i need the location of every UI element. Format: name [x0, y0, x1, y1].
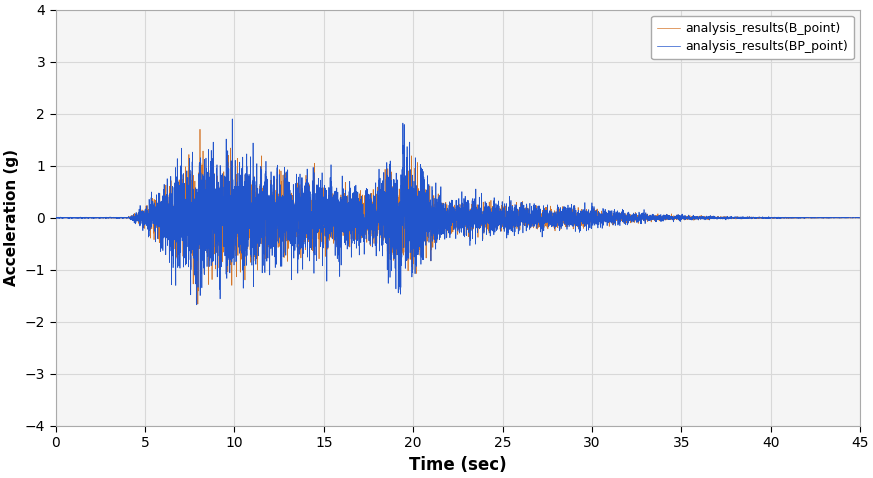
analysis_results(B_point) — [193, 301, 203, 307]
analysis_results(B_point) — [418, 251, 429, 257]
analysis_results(BP_point) — [492, 213, 503, 218]
analysis_results(BP_point) — [191, 302, 202, 308]
analysis_results(BP_point) — [855, 215, 865, 220]
analysis_results(BP_point) — [227, 116, 237, 122]
Legend: analysis_results(B_point), analysis_results(BP_point): analysis_results(B_point), analysis_resu… — [651, 16, 854, 59]
analysis_results(B_point) — [150, 216, 161, 221]
X-axis label: Time (sec): Time (sec) — [409, 456, 506, 474]
Line: analysis_results(B_point): analysis_results(B_point) — [56, 130, 860, 304]
analysis_results(BP_point) — [51, 215, 61, 221]
analysis_results(B_point) — [195, 127, 205, 132]
analysis_results(B_point) — [492, 218, 503, 224]
analysis_results(BP_point) — [105, 215, 115, 221]
Line: analysis_results(BP_point): analysis_results(BP_point) — [56, 119, 860, 305]
analysis_results(BP_point) — [150, 216, 161, 222]
analysis_results(BP_point) — [418, 202, 429, 208]
Y-axis label: Acceleration (g): Acceleration (g) — [4, 149, 19, 286]
analysis_results(BP_point) — [422, 229, 432, 235]
analysis_results(B_point) — [422, 209, 432, 215]
analysis_results(B_point) — [802, 215, 813, 221]
analysis_results(B_point) — [105, 215, 115, 221]
analysis_results(BP_point) — [802, 215, 813, 221]
analysis_results(B_point) — [51, 215, 61, 221]
analysis_results(B_point) — [855, 215, 865, 220]
